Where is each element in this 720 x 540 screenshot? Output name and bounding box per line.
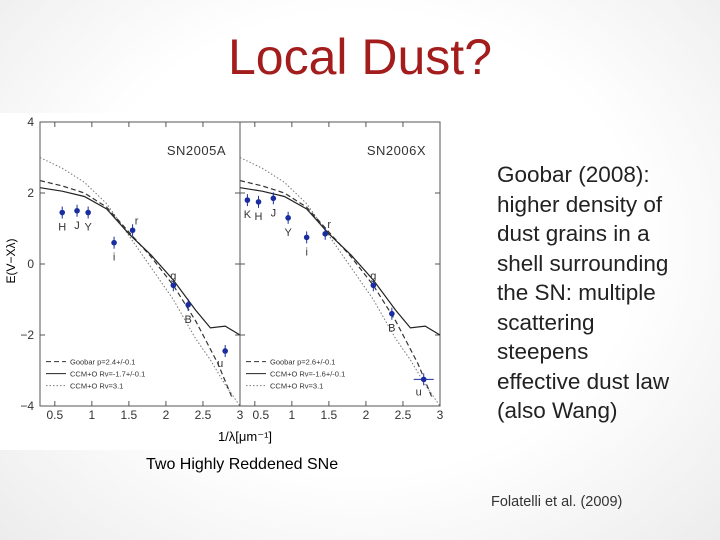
- data-point: [322, 231, 328, 237]
- point-label: g: [370, 270, 376, 282]
- curve-ccm-o: [239, 187, 441, 336]
- figure: E(V−Xλ) 1/λ[μm⁻¹] 0.5 1 1.5 2 2.5 3 4 2 0 −2 −4 SN2…: [0, 113, 474, 450]
- data-point: [74, 207, 80, 214]
- figure-caption: Two Highly Reddened SNe: [146, 456, 339, 473]
- legend-label: CCM+O Rv=-1.7+/-0.1: [70, 370, 145, 379]
- x-tick-label: 0.5: [252, 408, 269, 422]
- body-line: the SN: multiple: [497, 280, 656, 305]
- y-tick-label: 0: [27, 257, 34, 271]
- point-label: B: [184, 314, 191, 326]
- point-label: r: [135, 215, 139, 227]
- data-point: [255, 199, 262, 205]
- data-point: [389, 310, 395, 317]
- data-point: [420, 376, 427, 383]
- curve-goobar: [239, 180, 434, 400]
- y-tick-label: −4: [20, 399, 34, 413]
- data-point: [129, 227, 136, 234]
- body-text: Goobar (2008): higher density of dust gr…: [497, 160, 707, 426]
- panel-title: SN2006X: [367, 143, 426, 158]
- x-axis-label: 1/λ[μm⁻¹]: [218, 429, 272, 444]
- data-point: [111, 239, 117, 246]
- x-tick-label: 1.5: [321, 408, 338, 422]
- body-line: higher density of: [497, 191, 663, 217]
- body-line: shell surrounding: [497, 250, 669, 276]
- point-label: Y: [84, 222, 92, 234]
- point-label: K: [244, 209, 252, 221]
- y-tick-label: 4: [27, 115, 34, 129]
- data-point: [370, 282, 377, 289]
- x-tick-label: 2.5: [195, 408, 212, 422]
- data-point: [59, 209, 66, 216]
- reddening-figure: E(V−Xλ) 1/λ[μm⁻¹] 0.5 1 1.5 2 2.5 3 4 2 0 −2 −4 SN2…: [4, 115, 444, 444]
- x-tick-label: 2: [163, 408, 170, 422]
- point-label: H: [255, 211, 263, 223]
- body-line: steepens: [497, 339, 589, 364]
- citation: Folatelli et al. (2009): [491, 494, 623, 510]
- data-point: [244, 197, 251, 203]
- point-label: H: [58, 222, 66, 234]
- body-line: Goobar (2008):: [497, 162, 650, 187]
- data-point: [170, 282, 177, 289]
- data-point: [85, 209, 91, 216]
- y-tick-label: −2: [20, 328, 34, 342]
- slide-title: Local Dust?: [227, 29, 493, 85]
- point-label: r: [327, 219, 331, 231]
- x-tick-label: 3: [437, 408, 444, 422]
- y-axis-label: E(V−Xλ): [4, 238, 18, 283]
- panel-title: SN2005A: [167, 143, 226, 158]
- data-point: [185, 302, 191, 308]
- point-label: B: [388, 323, 395, 335]
- x-tick-label: 2: [363, 408, 370, 422]
- curve-ccm-rv31: [39, 157, 241, 407]
- legend-label: CCM+O Rv=3.1: [70, 382, 123, 391]
- point-label: J: [74, 220, 80, 232]
- x-tick-label: 1: [289, 408, 296, 422]
- y-tick-label: 2: [27, 186, 34, 200]
- legend-label: CCM+O Rv=-1.6+/-0.1: [270, 370, 345, 379]
- legend-label: CCM+O Rv=3.1: [270, 382, 323, 391]
- curve-ccm-o: [39, 187, 241, 336]
- data-point: [222, 348, 228, 354]
- legend-label: Goobar p=2.4+/-0.1: [70, 358, 135, 367]
- x-tick-label: 3: [237, 408, 244, 422]
- point-label: i: [113, 252, 115, 264]
- data-point: [303, 234, 310, 241]
- x-tick-label: 1.5: [121, 408, 138, 422]
- point-label: u: [416, 386, 422, 398]
- point-label: i: [305, 246, 307, 258]
- body-line: effective dust law: [497, 368, 670, 394]
- curve-ccm-rv31: [239, 157, 441, 407]
- x-tick-label: 2.5: [395, 408, 412, 422]
- point-label: J: [271, 207, 277, 219]
- x-tick-label: 0.5: [46, 408, 63, 422]
- data-point: [270, 195, 277, 202]
- legend-label: Goobar p=2.6+/-0.1: [270, 358, 335, 367]
- curve-goobar: [39, 180, 234, 400]
- point-label: Y: [284, 227, 292, 239]
- data-point: [285, 215, 291, 221]
- point-label: u: [217, 358, 223, 370]
- body-line: scattering: [497, 309, 595, 335]
- point-label: g: [170, 270, 176, 282]
- body-line: (also Wang): [497, 398, 618, 423]
- x-tick-label: 1: [89, 408, 96, 422]
- body-line: dust grains in a: [497, 221, 650, 246]
